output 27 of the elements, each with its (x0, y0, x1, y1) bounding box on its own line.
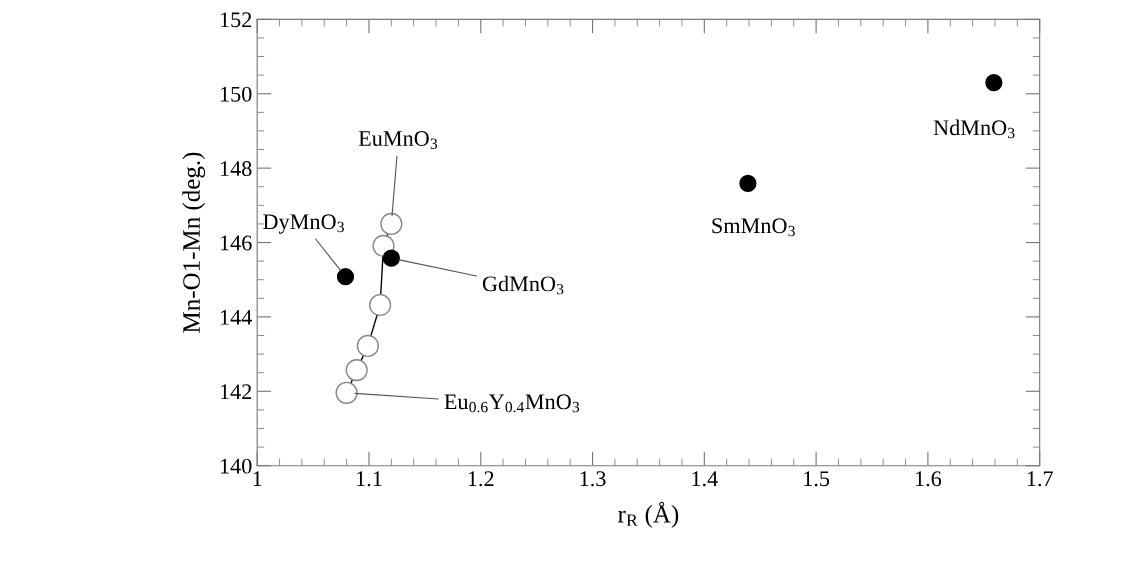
annotation: GdMnO$_{3}$ (482, 275, 564, 295)
annotation: Eu$_{0.6}$Y$_{0.4}$MnO$_{3}$ (444, 394, 580, 413)
x-tick-label: 1.5 (804, 471, 830, 487)
point (739, 174, 757, 192)
x-tick-label: 1.1 (357, 471, 382, 487)
x-tick-label: 1.2 (468, 471, 494, 487)
annotation: NdMnO$_{3}$ (933, 119, 1015, 139)
point (382, 249, 400, 267)
x-tick-label: 1 (253, 471, 262, 486)
y-tick-label: 146 (220, 235, 252, 251)
annotation: EuMnO$_{3}$ (358, 131, 438, 149)
x-tick-label: 1.6 (915, 471, 942, 487)
annotation: SmMnO$_{3}$ (712, 218, 795, 237)
annotation: DyMnO$_{3}$ (263, 214, 344, 234)
y-tick-label: 140 (220, 458, 252, 474)
x-axis-title: r$_{R}$ (Å) (618, 501, 679, 528)
y-tick-label: 144 (220, 309, 252, 325)
y-tick-label: 142 (220, 384, 252, 400)
point (985, 73, 1003, 92)
x-tick-label: 1.7 (1027, 471, 1053, 487)
y-tick-label: 152 (220, 12, 252, 28)
y-tick-label: 150 (220, 86, 252, 102)
point (336, 268, 355, 286)
x-tick-label: 1.3 (580, 471, 606, 487)
y-axis-title: Mn-O1-Mn (deg.) (182, 152, 206, 333)
x-tick-label: 1.4 (692, 471, 718, 487)
y-tick-label: 148 (220, 161, 252, 177)
